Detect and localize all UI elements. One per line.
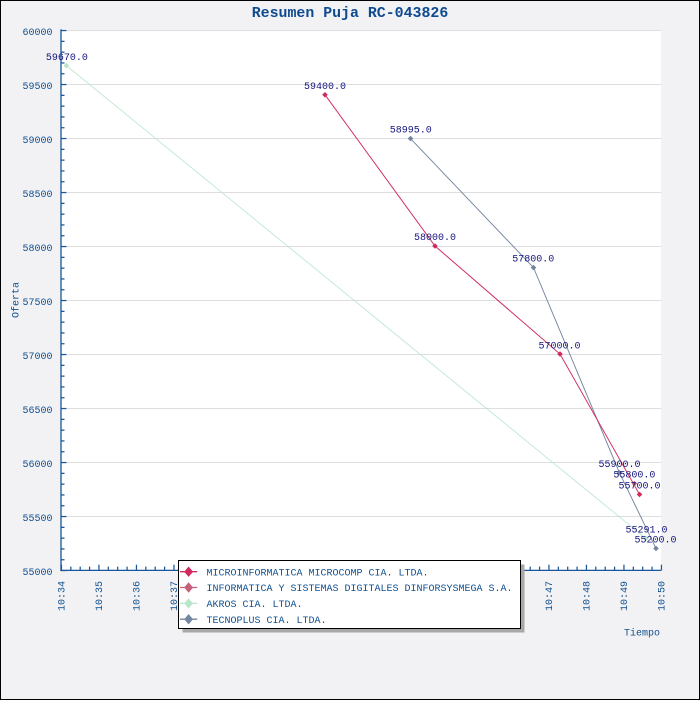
svg-text:MICROINFORMATICA MICROCOMP CIA: MICROINFORMATICA MICROCOMP CIA. LTDA. (207, 568, 429, 579)
svg-text:55800.0: 55800.0 (613, 471, 655, 482)
svg-text:10:49: 10:49 (620, 581, 631, 611)
svg-text:10:34: 10:34 (58, 581, 69, 611)
svg-text:Tiempo: Tiempo (624, 628, 660, 640)
svg-text:56500: 56500 (22, 406, 52, 417)
svg-text:55000: 55000 (22, 568, 52, 579)
svg-text:59400.0: 59400.0 (304, 82, 346, 93)
svg-text:60000: 60000 (22, 28, 52, 39)
svg-text:58500: 58500 (22, 190, 52, 201)
svg-text:Resumen Puja RC-043826: Resumen Puja RC-043826 (252, 6, 449, 22)
svg-text:58000: 58000 (22, 244, 52, 255)
svg-text:57500: 57500 (22, 298, 52, 309)
svg-text:55291.0: 55291.0 (625, 526, 667, 537)
svg-text:10:50: 10:50 (658, 581, 669, 611)
svg-text:59670.0: 59670.0 (46, 53, 88, 64)
svg-text:58995.0: 58995.0 (390, 126, 432, 137)
svg-text:Oferta: Oferta (11, 282, 23, 318)
svg-text:58000.0: 58000.0 (414, 233, 456, 244)
svg-text:55900.0: 55900.0 (598, 460, 640, 471)
svg-text:57000.0: 57000.0 (538, 341, 580, 352)
svg-text:10:47: 10:47 (545, 581, 556, 611)
svg-text:59500: 59500 (22, 82, 52, 93)
svg-text:57800.0: 57800.0 (512, 255, 554, 266)
svg-text:AKROS CIA. LTDA.: AKROS CIA. LTDA. (207, 600, 303, 611)
svg-text:59000: 59000 (22, 136, 52, 147)
svg-text:10:36: 10:36 (133, 581, 144, 611)
svg-text:INFORMATICA Y SISTEMAS DIGITAL: INFORMATICA Y SISTEMAS DIGITALES DINFORS… (207, 584, 513, 595)
svg-text:56000: 56000 (22, 460, 52, 471)
svg-text:10:37: 10:37 (170, 581, 181, 611)
svg-text:55700.0: 55700.0 (618, 481, 660, 492)
svg-text:10:35: 10:35 (95, 581, 106, 611)
svg-text:TECNOPLUS CIA. LTDA.: TECNOPLUS CIA. LTDA. (207, 616, 327, 627)
svg-text:57000: 57000 (22, 352, 52, 363)
svg-text:55500: 55500 (22, 514, 52, 525)
svg-text:10:48: 10:48 (583, 581, 594, 611)
svg-text:55200.0: 55200.0 (634, 535, 676, 546)
